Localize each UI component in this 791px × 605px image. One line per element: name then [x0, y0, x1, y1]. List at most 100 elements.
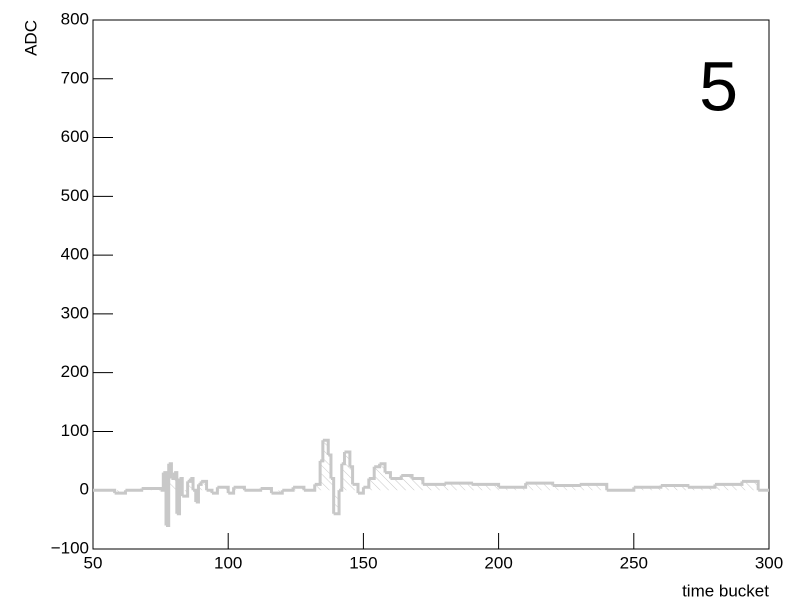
- bin-step: [344, 450, 352, 467]
- bin-step: [260, 486, 273, 494]
- bin-step: [714, 481, 744, 486]
- bin-step: [357, 487, 365, 495]
- bin-step: [198, 481, 203, 486]
- bin-step: [182, 481, 190, 498]
- bin-step: [314, 460, 322, 486]
- bin-hatch: [390, 478, 402, 491]
- bin-step: [163, 471, 168, 526]
- bin-hatch: [344, 452, 350, 491]
- bin-step: [206, 488, 214, 494]
- bin-hatch: [525, 483, 553, 491]
- bin-step: [422, 482, 447, 486]
- bin-hatch: [714, 484, 742, 491]
- x-tick-label: 300: [755, 553, 783, 572]
- bin-step: [211, 487, 219, 495]
- x-tick-label: 250: [620, 553, 648, 572]
- bin-step: [322, 438, 330, 455]
- bin-hatch: [401, 475, 413, 491]
- bin-step: [201, 479, 209, 491]
- bin-hatch: [201, 481, 207, 491]
- bin-hatch: [471, 484, 499, 491]
- bin-step: [374, 463, 382, 469]
- bin-hatch: [368, 478, 375, 491]
- bin-hatch: [579, 484, 607, 491]
- y-axis-label: ADC: [21, 20, 40, 56]
- bin-step: [176, 478, 182, 516]
- bin-step: [633, 485, 663, 489]
- x-tick-label: 200: [484, 553, 512, 572]
- bin-hatch: [412, 478, 423, 491]
- bin-hatch: [552, 485, 580, 491]
- bin-hatch: [314, 484, 321, 491]
- bin-step: [363, 478, 371, 489]
- bin-step: [412, 476, 425, 485]
- bin-step: [328, 453, 333, 479]
- y-tick-label: 800: [61, 9, 89, 28]
- bin-step: [179, 476, 184, 497]
- bin-step: [444, 481, 474, 485]
- bin-step: [320, 440, 325, 463]
- y-tick-label: 300: [61, 303, 89, 322]
- bin-step: [187, 478, 192, 483]
- bin-hatch: [374, 466, 380, 491]
- bin-step: [687, 484, 717, 489]
- bin-hatch: [385, 472, 391, 491]
- bin-step: [352, 482, 360, 494]
- bin-step: [168, 462, 173, 479]
- bin-step: [217, 485, 230, 494]
- bin-step: [385, 471, 392, 479]
- bin-hatch: [444, 483, 472, 491]
- bin-step: [660, 484, 690, 488]
- bin-step: [379, 462, 387, 473]
- bin-hatch: [333, 490, 340, 514]
- x-tick-label: 150: [349, 553, 377, 572]
- bin-step: [303, 484, 317, 492]
- bin-step: [606, 487, 636, 492]
- bin-step: [333, 490, 341, 516]
- bin-step: [390, 475, 403, 480]
- bin-step: [552, 484, 582, 488]
- bin-step: [125, 488, 144, 492]
- y-tick-label: 400: [61, 245, 89, 264]
- x-axis-label: time bucket: [682, 581, 769, 600]
- y-tick-label: 600: [61, 127, 89, 146]
- bin-step: [160, 472, 165, 492]
- bin-step: [166, 463, 171, 527]
- chart-title: 5: [699, 47, 738, 125]
- bin-hatch: [171, 478, 175, 491]
- bin-step: [244, 488, 263, 492]
- bin-step: [93, 488, 117, 494]
- bin-step: [190, 476, 195, 491]
- bin-hatch: [660, 485, 688, 491]
- bin-step: [368, 466, 376, 480]
- bin-hatch: [741, 481, 759, 491]
- plot-frame: [92, 19, 770, 550]
- bin-step: [228, 487, 236, 495]
- bin-step: [349, 465, 355, 485]
- bin-hatch: [379, 463, 386, 491]
- bin-step: [339, 463, 344, 492]
- bin-hatch: [422, 484, 445, 491]
- bin-hatch: [322, 440, 329, 491]
- bin-step: [498, 483, 528, 489]
- bin-step: [330, 476, 336, 514]
- bin-step: [193, 488, 198, 502]
- bin-hatch: [352, 484, 358, 491]
- bin-step: [741, 479, 760, 491]
- y-tick-label: −100: [51, 538, 89, 557]
- bin-step: [174, 471, 179, 514]
- bin-step: [579, 482, 609, 491]
- y-tick-label: 0: [80, 480, 89, 499]
- bin-step: [171, 472, 176, 480]
- y-tick-label: 700: [61, 68, 89, 87]
- bin-step: [341, 452, 346, 466]
- bin-hatch: [182, 490, 188, 497]
- bin-step: [195, 484, 200, 504]
- bin-step: [282, 487, 295, 492]
- y-tick-label: 100: [61, 421, 89, 440]
- x-tick-label: 100: [214, 553, 242, 572]
- y-tick-label: 500: [61, 186, 89, 205]
- x-tick-label: 50: [84, 553, 103, 572]
- y-tick-label: 200: [61, 362, 89, 381]
